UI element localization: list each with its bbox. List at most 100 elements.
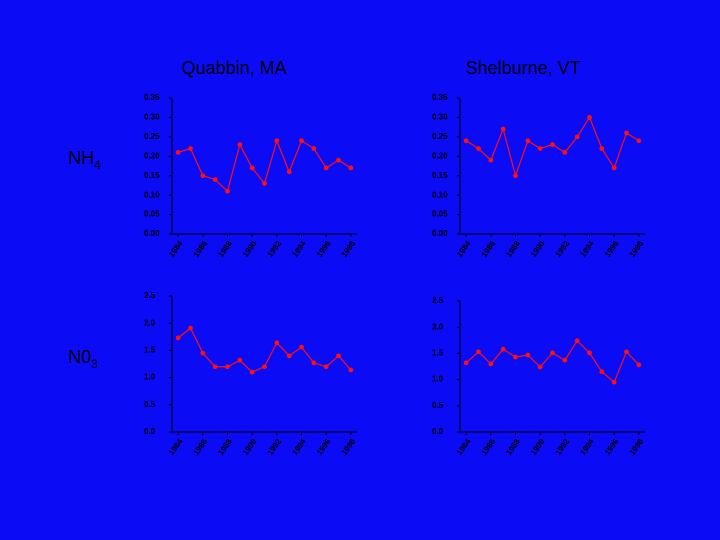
data-point	[262, 364, 267, 370]
data-point	[636, 138, 642, 144]
y-tick-label: 2.5	[144, 291, 156, 300]
data-point	[175, 150, 181, 155]
y-tick-label: 1.0	[144, 373, 156, 382]
y-tick-label: 2.0	[144, 318, 156, 327]
x-tick-label: 1984	[167, 437, 185, 457]
data-point	[311, 146, 317, 151]
data-point	[311, 360, 317, 366]
data-point	[188, 325, 193, 331]
y-tick-label: 0.0	[144, 427, 156, 436]
y-tick-label: 0.05	[144, 210, 160, 219]
data-point	[562, 150, 568, 155]
data-point	[624, 130, 629, 136]
data-point	[513, 173, 518, 179]
y-tick-label: 1.0	[432, 375, 444, 384]
data-point	[476, 146, 481, 151]
y-tick-label: 1.5	[432, 349, 444, 358]
data-point	[274, 138, 280, 144]
row-label-subscript: 3	[91, 357, 98, 371]
y-tick-label: 0.5	[144, 400, 156, 409]
y-tick-label: 0.15	[432, 171, 448, 180]
y-tick-label: 2.5	[432, 296, 444, 305]
x-tick-label: 1996	[603, 239, 621, 259]
x-tick-label: 1984	[455, 437, 473, 457]
y-tick-label: 0.20	[144, 151, 160, 160]
row-label: N03	[68, 347, 98, 371]
data-point	[225, 188, 230, 194]
x-tick-label: 1988	[504, 437, 522, 457]
y-tick-label: 0.30	[432, 113, 448, 122]
data-point	[476, 349, 481, 355]
y-tick-label: 0.00	[432, 229, 448, 238]
y-tick-label: 0.15	[144, 171, 160, 180]
x-tick-label: 1986	[480, 239, 498, 259]
x-tick-label: 1988	[504, 239, 522, 259]
data-point	[348, 367, 354, 373]
x-tick-label: 1998	[340, 239, 358, 259]
row-label-text: NH	[68, 148, 94, 168]
x-tick-label: 1992	[266, 239, 284, 259]
data-point	[249, 369, 255, 375]
data-point	[212, 364, 218, 370]
data-point	[574, 338, 580, 344]
data-point	[562, 357, 568, 363]
data-point	[299, 344, 304, 350]
data-point	[574, 134, 580, 140]
x-tick-label: 1986	[480, 437, 498, 457]
y-tick-label: 1.5	[144, 346, 156, 355]
data-point	[500, 346, 506, 352]
data-point	[286, 353, 292, 359]
x-tick-label: 1988	[216, 437, 234, 457]
y-tick-label: 0.10	[144, 190, 160, 199]
data-point	[348, 165, 354, 171]
x-tick-label: 1996	[603, 437, 621, 457]
data-point	[336, 353, 341, 359]
y-tick-label: 0.35	[144, 93, 160, 102]
data-point	[336, 157, 341, 163]
x-tick-label: 1996	[315, 437, 333, 457]
y-tick-label: 0.30	[144, 113, 160, 122]
row-label-subscript: 4	[94, 158, 101, 172]
x-tick-label: 1990	[241, 437, 259, 457]
data-point	[286, 169, 292, 175]
data-point	[636, 362, 642, 368]
y-tick-label: 0.10	[432, 190, 448, 199]
data-point	[463, 360, 469, 366]
data-point	[237, 142, 243, 148]
y-tick-label: 0.0	[432, 427, 444, 436]
x-tick-label: 1994	[578, 239, 596, 259]
y-tick-label: 0.35	[432, 93, 448, 102]
data-point	[323, 165, 329, 171]
y-tick-label: 0.25	[144, 132, 160, 141]
data-point	[200, 350, 206, 356]
x-tick-label: 1984	[455, 239, 473, 259]
y-tick-label: 0.5	[432, 401, 444, 410]
y-tick-label: 0.20	[432, 151, 448, 160]
data-point	[200, 173, 206, 179]
y-tick-label: 0.05	[432, 210, 448, 219]
column-title: Quabbin, MA	[181, 58, 286, 78]
data-point	[599, 146, 605, 151]
data-point	[262, 181, 267, 186]
x-tick-label: 1992	[554, 437, 572, 457]
y-tick-label: 0.00	[144, 229, 160, 238]
y-tick-label: 2.0	[432, 322, 444, 331]
data-point	[611, 165, 617, 171]
data-point	[249, 165, 255, 171]
data-point	[525, 138, 531, 144]
x-tick-label: 1990	[529, 437, 547, 457]
x-tick-label: 1988	[216, 239, 234, 259]
column-title: Shelburne, VT	[465, 58, 580, 78]
y-tick-label: 0.25	[432, 132, 448, 141]
data-point	[500, 126, 506, 132]
x-tick-label: 1986	[192, 437, 210, 457]
x-tick-label: 1998	[628, 437, 646, 457]
row-label-text: N0	[68, 347, 91, 367]
data-point	[188, 146, 193, 151]
data-point	[550, 350, 555, 356]
x-tick-label: 1992	[554, 239, 572, 259]
x-tick-label: 1998	[340, 437, 358, 457]
data-line	[465, 339, 640, 384]
data-point	[599, 369, 605, 375]
data-point	[225, 364, 230, 370]
